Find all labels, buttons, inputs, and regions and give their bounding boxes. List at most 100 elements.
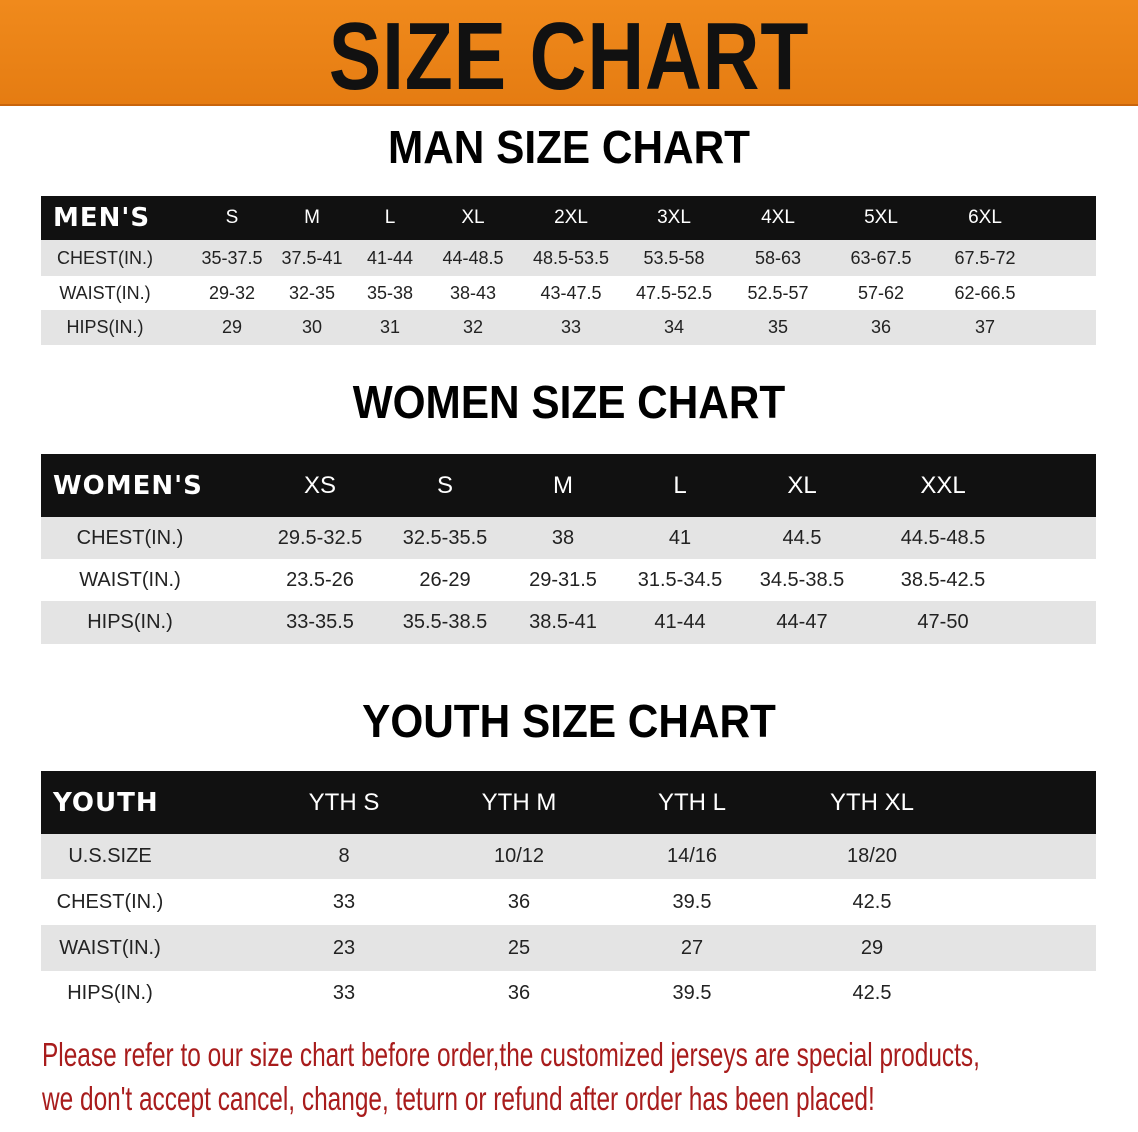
measurement-label: WAIST(IN.) xyxy=(79,568,181,591)
table-cell: 29 xyxy=(860,936,884,959)
measurement-label: U.S.SIZE xyxy=(68,845,152,867)
size-header: S xyxy=(436,471,454,499)
size-header: XL xyxy=(461,207,485,228)
table-cell: 35 xyxy=(767,317,789,337)
table-cell: 57-62 xyxy=(857,282,905,303)
table-cell: 44.5-48.5 xyxy=(900,526,986,549)
size-header: 3XL xyxy=(657,207,691,228)
table-cell: 33-35.5 xyxy=(286,611,354,633)
table-cell: 10/12 xyxy=(493,845,545,867)
table-cell: 44.5 xyxy=(782,526,822,549)
size-header: 4XL xyxy=(761,207,795,228)
table-cell: 29-31.5 xyxy=(529,568,597,591)
table-cell: 36 xyxy=(507,982,531,1004)
men-header-row: MEN'S S M L XL 2XL 3XL 4XL 5XL 6XL xyxy=(41,196,1096,240)
table-row: HIPS(IN.) 33-35.5 35.5-38.5 38.5-41 41-44 44-… xyxy=(41,601,1096,644)
table-cell: 52.5-57 xyxy=(747,282,809,303)
table-cell: 34 xyxy=(663,317,685,337)
table-cell: 32.5-35.5 xyxy=(402,526,488,549)
size-header: YTH L xyxy=(657,788,727,816)
youth-header-row: YOUTH YTH S YTH M YTH L YTH XL xyxy=(41,771,1096,834)
table-cell: 27 xyxy=(680,936,704,959)
table-cell: 23 xyxy=(332,936,356,959)
table-cell: 36 xyxy=(870,317,892,337)
measurement-label: HIPS(IN.) xyxy=(87,611,173,633)
notice-line-2: we don't accept cancel, change, teturn o… xyxy=(42,1080,875,1117)
size-header: YTH M xyxy=(481,788,557,816)
table-cell: 38 xyxy=(551,526,575,549)
table-cell: 43-47.5 xyxy=(540,282,602,303)
table-row: CHEST(IN.) 33 36 39.5 42.5 xyxy=(41,879,1096,925)
table-cell: 44-48.5 xyxy=(442,247,504,268)
measurement-label: WAIST(IN.) xyxy=(59,282,151,303)
table-cell: 30 xyxy=(301,317,323,337)
size-header: M xyxy=(304,207,320,228)
table-row: WAIST(IN.) 29-32 32-35 35-38 38-43 43-47.5 47.… xyxy=(41,276,1096,310)
size-header: L xyxy=(384,207,396,228)
table-cell: 33 xyxy=(332,890,356,913)
table-cell: 33 xyxy=(332,982,356,1004)
men-section-title: MAN SIZE CHART xyxy=(387,121,751,173)
measurement-label: HIPS(IN.) xyxy=(66,317,144,337)
youth-size-table: YOUTH YTH S YTH M YTH L YTH XL U.S.SIZE 8 10/12… xyxy=(41,771,1096,1017)
table-cell: 47.5-52.5 xyxy=(635,282,713,303)
table-cell: 31.5-34.5 xyxy=(637,568,723,591)
measurement-label: HIPS(IN.) xyxy=(67,982,153,1004)
table-row: CHEST(IN.) 35-37.5 37.5-41 41-44 44-48.5 48.5… xyxy=(41,240,1096,276)
size-header: S xyxy=(225,207,239,228)
size-header: YTH S xyxy=(308,788,380,816)
size-header: XXL xyxy=(920,471,966,499)
table-cell: 42.5 xyxy=(852,982,892,1004)
table-cell: 41-44 xyxy=(366,247,414,268)
table-cell: 38-43 xyxy=(449,282,497,303)
table-cell: 62-66.5 xyxy=(954,282,1016,303)
table-cell: 29 xyxy=(221,317,243,337)
table-row: U.S.SIZE 8 10/12 14/16 18/20 xyxy=(41,834,1096,879)
table-cell: 38.5-41 xyxy=(529,611,597,633)
table-row: WAIST(IN.) 23 25 27 29 xyxy=(41,925,1096,971)
table-cell: 29.5-32.5 xyxy=(277,526,363,549)
table-cell: 35-37.5 xyxy=(201,247,263,268)
measurement-label: CHEST(IN.) xyxy=(76,526,184,549)
measurement-label: CHEST(IN.) xyxy=(57,247,153,268)
table-cell: 41 xyxy=(668,526,692,549)
table-cell: 36 xyxy=(507,890,531,913)
table-label: MEN'S xyxy=(53,203,151,233)
table-cell: 35-38 xyxy=(366,282,414,303)
women-header-row: WOMEN'S XS S M L XL XXL xyxy=(41,454,1096,517)
size-header: XL xyxy=(787,471,817,499)
table-label: YOUTH xyxy=(53,787,159,818)
table-cell: 67.5-72 xyxy=(954,247,1016,268)
table-cell: 38.5-42.5 xyxy=(900,568,986,591)
table-cell: 42.5 xyxy=(852,890,892,913)
size-header: XS xyxy=(303,471,337,499)
women-section-title: WOMEN SIZE CHART xyxy=(352,376,786,428)
size-header: YTH XL xyxy=(829,788,915,816)
men-size-table: MEN'S S M L XL 2XL 3XL 4XL 5XL 6XL CHEST(IN.) 35-37… xyxy=(41,196,1096,346)
table-cell: 53.5-58 xyxy=(643,247,705,268)
table-cell: 58-63 xyxy=(754,247,802,268)
table-cell: 37 xyxy=(974,317,996,337)
banner-title: SIZE CHART xyxy=(328,3,810,110)
table-cell: 33 xyxy=(560,317,582,337)
measurement-label: CHEST(IN.) xyxy=(56,890,164,913)
notice-line-1: Please refer to our size chart before or… xyxy=(42,1036,980,1073)
table-cell: 37.5-41 xyxy=(281,247,343,268)
size-header: M xyxy=(553,471,573,499)
table-cell: 23.5-26 xyxy=(286,568,354,591)
table-cell: 8 xyxy=(338,845,350,867)
size-header: 6XL xyxy=(968,207,1002,228)
table-cell: 31 xyxy=(379,317,401,337)
table-cell: 41-44 xyxy=(654,611,706,633)
table-row: HIPS(IN.) 29 30 31 32 33 34 35 36 37 xyxy=(41,310,1096,345)
youth-section-title: YOUTH SIZE CHART xyxy=(362,695,776,747)
table-cell: 63-67.5 xyxy=(850,247,912,268)
table-cell: 47-50 xyxy=(917,611,969,633)
table-row: WAIST(IN.) 23.5-26 26-29 29-31.5 31.5-34.5 34… xyxy=(41,559,1096,601)
table-cell: 35.5-38.5 xyxy=(402,611,488,633)
women-size-table: WOMEN'S XS S M L XL XXL CHEST(IN.) 29.5-32.5 32.5… xyxy=(41,454,1096,645)
measurement-label: WAIST(IN.) xyxy=(59,936,161,959)
table-cell: 39.5 xyxy=(672,982,712,1004)
size-header: L xyxy=(673,471,687,499)
table-cell: 39.5 xyxy=(672,890,712,913)
